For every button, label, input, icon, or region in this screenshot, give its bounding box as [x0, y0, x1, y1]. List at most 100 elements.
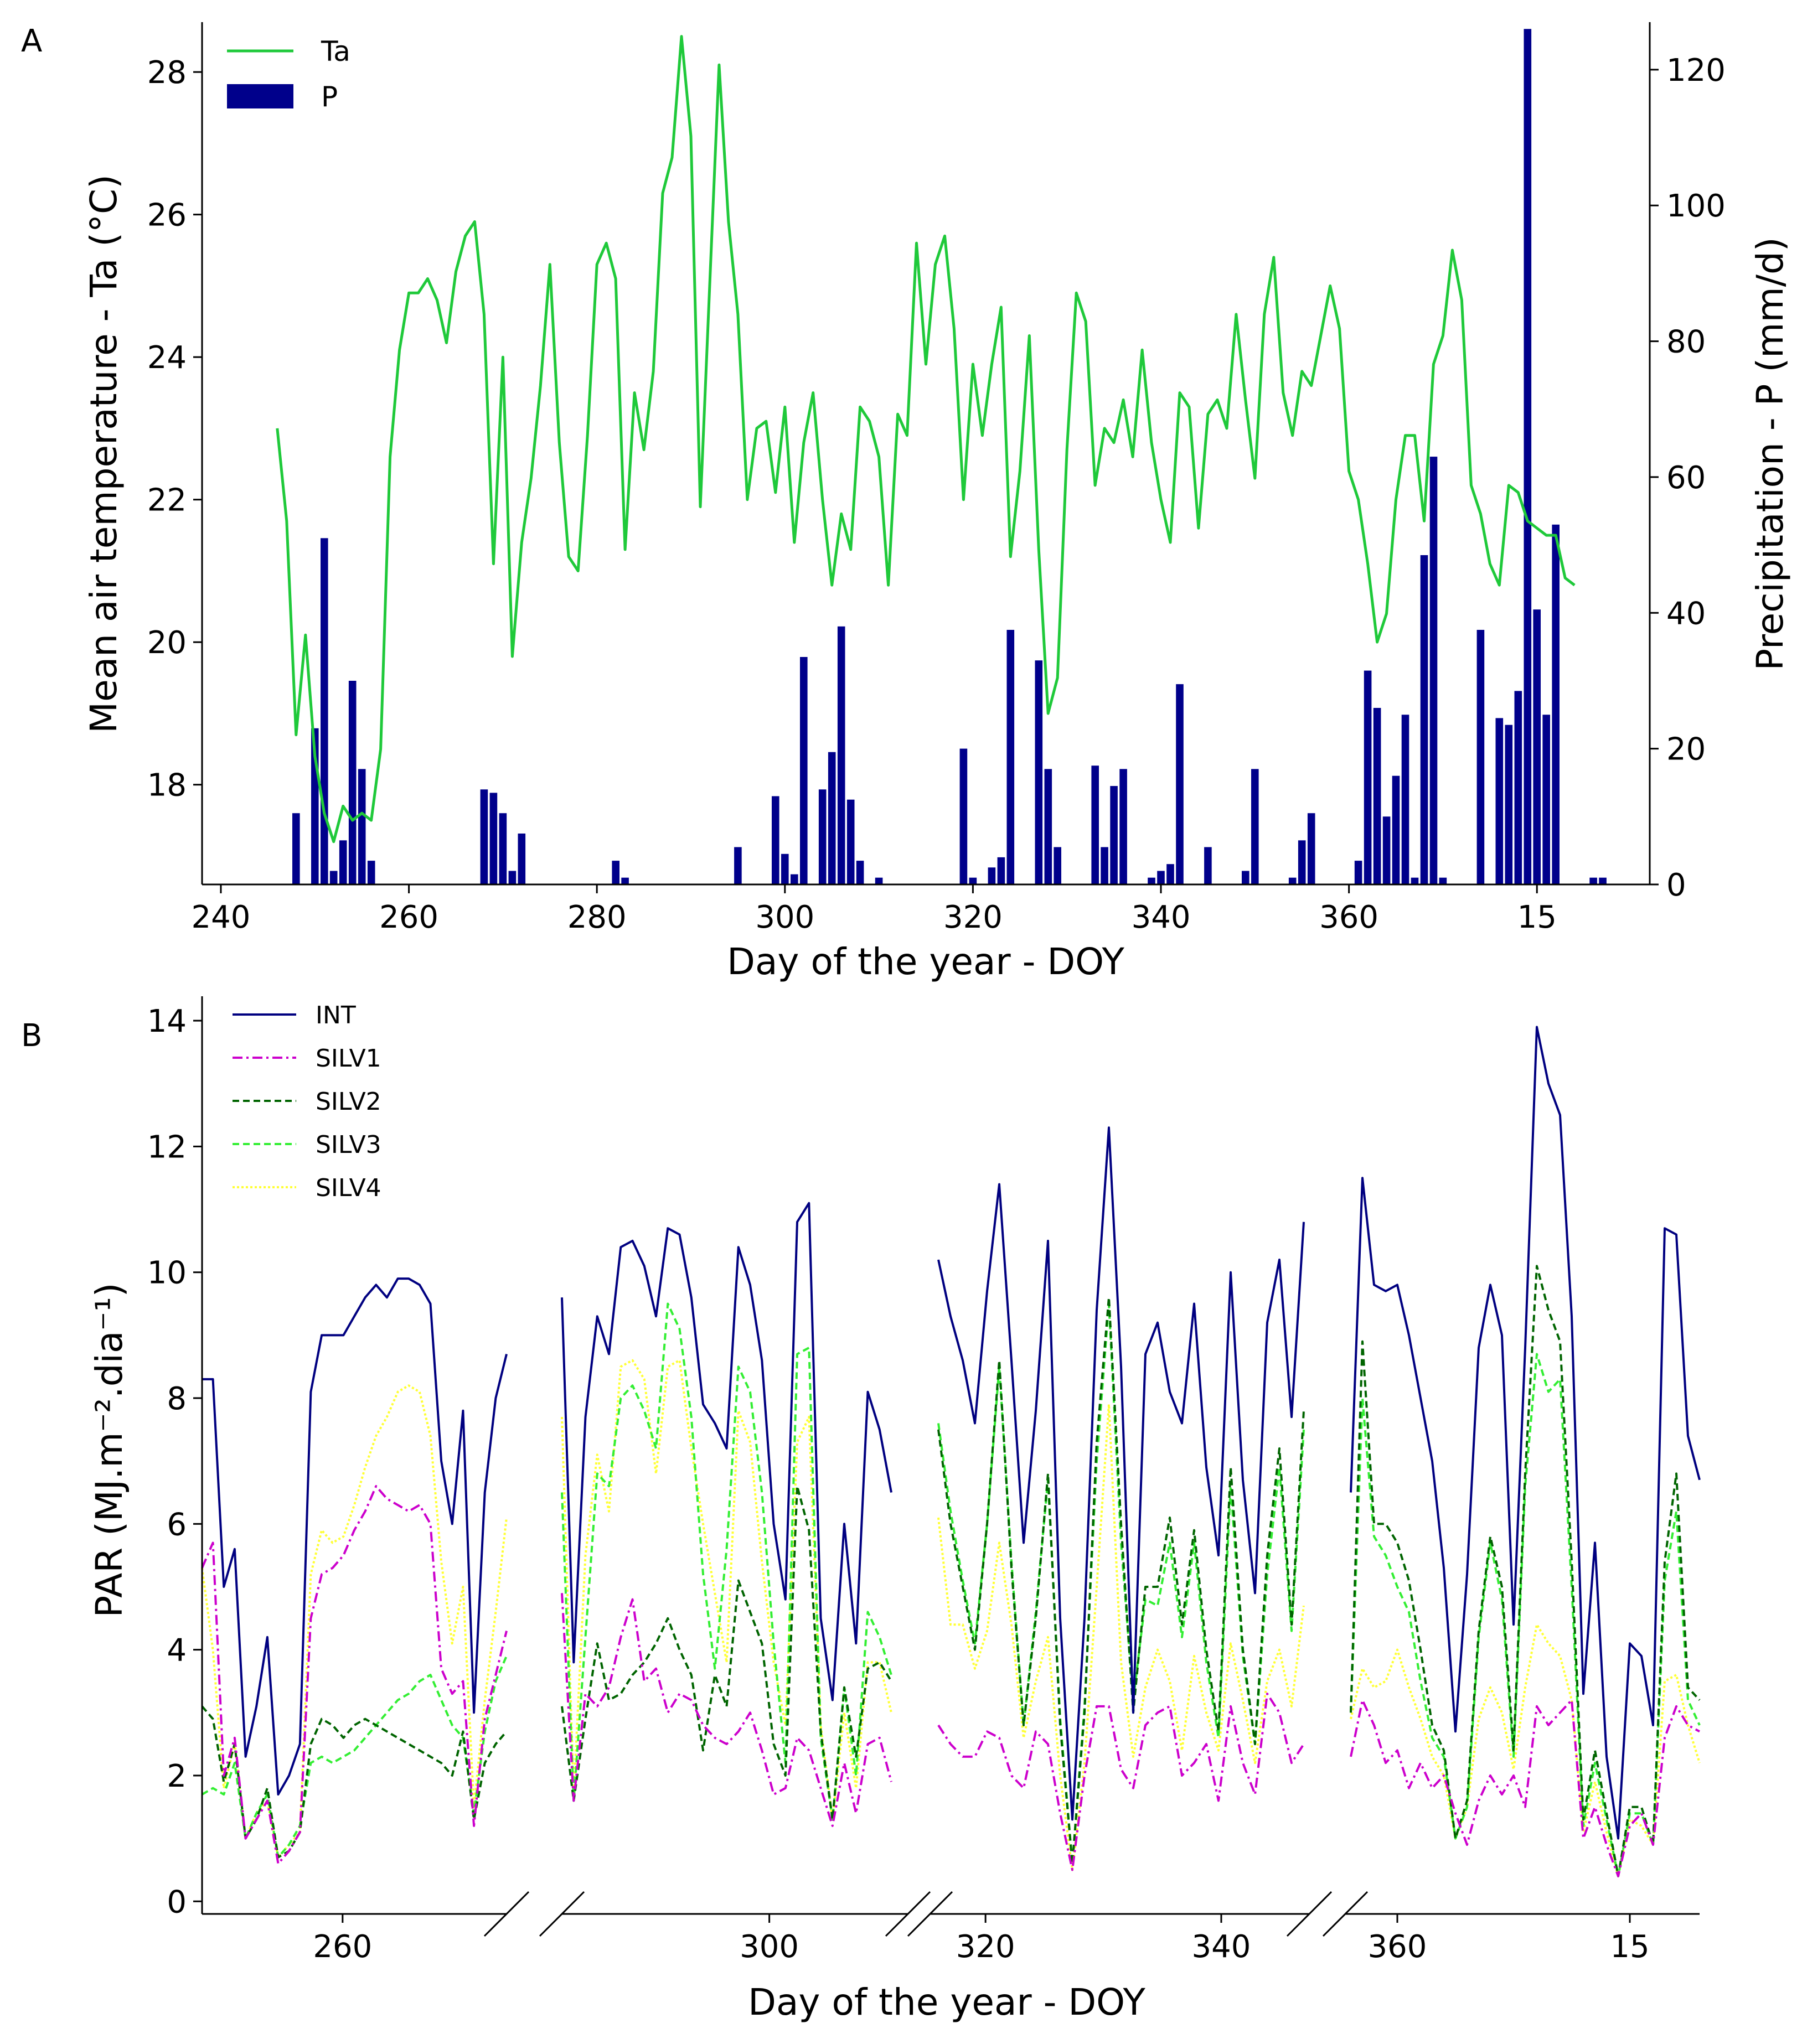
p-bar	[321, 538, 328, 884]
p-bar	[1505, 725, 1513, 884]
p-bar	[856, 861, 864, 884]
axis-break-mark	[885, 1891, 931, 1937]
p-bar	[969, 877, 977, 884]
x-tick-label: 260	[313, 1929, 372, 1965]
p-bar	[1307, 813, 1315, 884]
p-bar	[1495, 718, 1504, 884]
x-tick-label: 340	[1132, 899, 1191, 935]
x-tick-label: 15	[1610, 1929, 1649, 1965]
axis-break-mark	[1322, 1891, 1369, 1937]
panel-b-x-title: Day of the year - DOY	[748, 1981, 1145, 2024]
int-line-segment	[202, 1277, 508, 1796]
p-bar	[1476, 630, 1485, 884]
p-bar	[348, 681, 357, 884]
p-bar	[1533, 609, 1541, 884]
p-bar	[329, 871, 338, 884]
par-lines	[201, 1026, 1701, 1877]
p-bar	[997, 857, 1005, 884]
int-line-segment	[561, 1202, 892, 1701]
p-bar	[800, 657, 808, 884]
p-bar	[1288, 877, 1297, 884]
y-right-tick-label: 0	[1666, 867, 1686, 903]
legend-silv1-label: SILV1	[316, 1044, 381, 1073]
p-bar	[612, 861, 619, 884]
x-axis-ticks: 240 260 280 300 320 340 360 15	[192, 884, 1557, 935]
p-bar	[1401, 715, 1409, 884]
p-bar	[1091, 765, 1099, 884]
p-bar	[772, 796, 779, 884]
p-bar	[1392, 775, 1400, 884]
p-bar	[1542, 715, 1550, 884]
p-bar	[480, 789, 488, 884]
y-left-axis-ticks: 18 20 22 24 26 28	[147, 55, 202, 804]
silv2-line-segment	[201, 1705, 508, 1859]
x-tick-label: 320	[943, 899, 1003, 935]
x-tick-label: 360	[1368, 1929, 1427, 1965]
panel-b-y-title: PAR (MJ.m⁻².dia⁻¹)	[88, 1283, 131, 1618]
silv1-line-segment	[937, 1693, 1305, 1871]
x-tick-label: 360	[1319, 899, 1378, 935]
p-bar	[818, 789, 827, 884]
legend-silv3-label: SILV3	[316, 1131, 381, 1159]
p-bar	[518, 834, 526, 884]
axis-break-mark	[1286, 1891, 1333, 1937]
y-left-tick-label: 22	[147, 483, 187, 519]
p-bar	[1101, 847, 1108, 884]
y-tick-label: 4	[167, 1633, 187, 1669]
x-tick-label: 280	[567, 899, 627, 935]
x-tick-label: 320	[956, 1929, 1015, 1965]
p-bar	[791, 874, 798, 884]
p-bar	[1157, 871, 1165, 884]
p-bar	[508, 871, 517, 884]
panel-b-y-ticks: 0 2 4 6 8 10 12 14	[147, 1003, 202, 1920]
silv2-line-segment	[1350, 1265, 1701, 1877]
silv1-line-segment	[1350, 1699, 1700, 1877]
y-tick-label: 2	[167, 1758, 187, 1794]
p-bar	[1524, 29, 1532, 884]
p-bar	[1054, 847, 1061, 884]
p-bar	[1110, 786, 1118, 884]
silv4-line-segment	[1350, 1623, 1701, 1877]
legend-silv2-label: SILV2	[316, 1088, 381, 1116]
silv4-line-segment	[937, 1403, 1305, 1871]
p-bar	[837, 626, 845, 884]
y-right-tick-label: 120	[1666, 53, 1726, 89]
y-tick-label: 10	[147, 1255, 187, 1291]
panel-b-x-ticks: 260 300 320 340 360 15	[313, 1914, 1650, 1965]
precipitation-bars	[292, 29, 1607, 884]
x-tick-label: 260	[379, 899, 438, 935]
x-tick-label: 240	[192, 899, 251, 935]
legend-int-label: INT	[316, 1001, 356, 1029]
legend-ta-label: Ta	[321, 35, 350, 68]
x-tick-label: 15	[1517, 899, 1557, 935]
p-bar	[1242, 871, 1249, 884]
p-bar	[1006, 630, 1015, 884]
axis-break-mark	[483, 1891, 530, 1937]
silv3-line-segment	[1350, 1353, 1701, 1877]
p-bar	[1420, 555, 1428, 884]
axis-break-mark	[539, 1891, 585, 1937]
silv2-line-segment	[561, 1485, 892, 1821]
p-bar	[959, 748, 968, 884]
p-bar	[846, 799, 855, 884]
p-bar	[875, 877, 883, 884]
y-right-axis-ticks: 0 20 40 60 80 100 120	[1650, 53, 1726, 903]
p-bar	[1514, 691, 1522, 884]
x-tick-label: 300	[740, 1929, 799, 1965]
silv3-line-segment	[201, 1655, 508, 1859]
panel-a-y-left-title: Mean air temperature - Ta (°C)	[82, 174, 125, 733]
p-bar	[1373, 708, 1381, 884]
silv1-line-segment	[561, 1593, 892, 1827]
legend-p-label: P	[321, 81, 338, 113]
p-bar	[1382, 816, 1391, 884]
x-tick-label: 340	[1192, 1929, 1251, 1965]
silv4-line-segment	[201, 1384, 508, 1859]
silv2-line-segment	[937, 1296, 1305, 1865]
legend-silv4-label: SILV4	[316, 1174, 381, 1202]
p-bar	[339, 840, 347, 884]
p-bar	[1589, 877, 1597, 884]
legend-p-swatch	[227, 84, 293, 108]
p-bar	[358, 769, 366, 884]
p-bar	[828, 752, 836, 884]
axis-break-mark	[907, 1891, 953, 1937]
